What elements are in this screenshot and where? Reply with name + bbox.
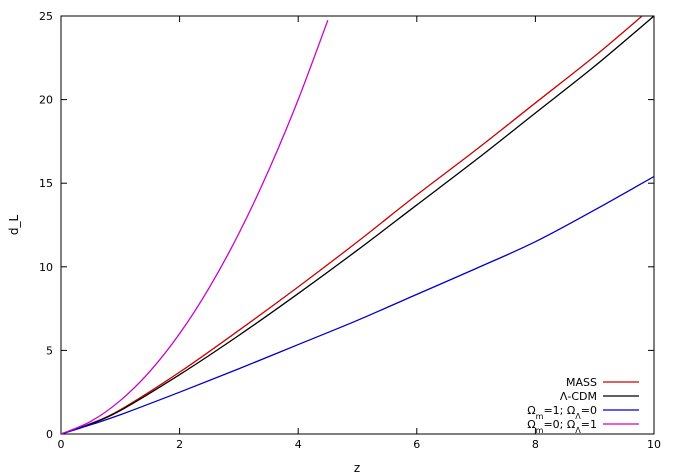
plot-frame [60, 15, 655, 435]
legend-label: MASS [566, 376, 597, 389]
series-line-2 [61, 175, 654, 434]
legend-subscript: Λ [575, 426, 581, 435]
x-tick-label: 6 [413, 438, 420, 451]
legend-text-part: Ω [527, 404, 535, 417]
x-tick-label: 4 [295, 438, 302, 451]
legend-text-part: =1; Ω [543, 404, 575, 417]
legend-text-part: Λ-CDM [560, 390, 597, 403]
y-tick-label: 10 [39, 261, 53, 274]
legend-label: Ωm=0; ΩΛ=1 [527, 418, 597, 435]
legend-text-part: Ω [527, 418, 535, 431]
legend-text-part: MASS [566, 376, 597, 389]
legend-label: Ωm=1; ΩΛ=0 [527, 404, 597, 421]
y-tick-label: 25 [39, 10, 53, 23]
series-line-1 [61, 16, 654, 434]
y-axis-label: d_L [7, 215, 21, 236]
legend-text-part: =0 [581, 404, 597, 417]
y-tick-label: 0 [46, 428, 53, 441]
legend-text-part: =0; Ω [543, 418, 575, 431]
axis-ticks: 0 2 4 6 8 10 0 5 10 15 20 25 [39, 10, 661, 451]
x-tick-label: 10 [647, 438, 661, 451]
y-tick-label: 5 [46, 344, 53, 357]
x-tick-label: 2 [176, 438, 183, 451]
legend-text-part: =1 [581, 418, 597, 431]
legend-subscript: Λ [575, 412, 581, 421]
legend-subscript: m [536, 412, 544, 421]
legend-subscript: m [536, 426, 544, 435]
y-tick-label: 20 [39, 94, 53, 107]
y-tick-label: 15 [39, 177, 53, 190]
series-line-3 [61, 19, 329, 434]
series-line-0 [61, 16, 643, 434]
series-group [61, 16, 654, 434]
x-axis-label: z [354, 461, 360, 474]
legend-label: Λ-CDM [560, 390, 597, 403]
x-tick-label: 0 [58, 438, 65, 451]
x-tick-label: 8 [532, 438, 539, 451]
